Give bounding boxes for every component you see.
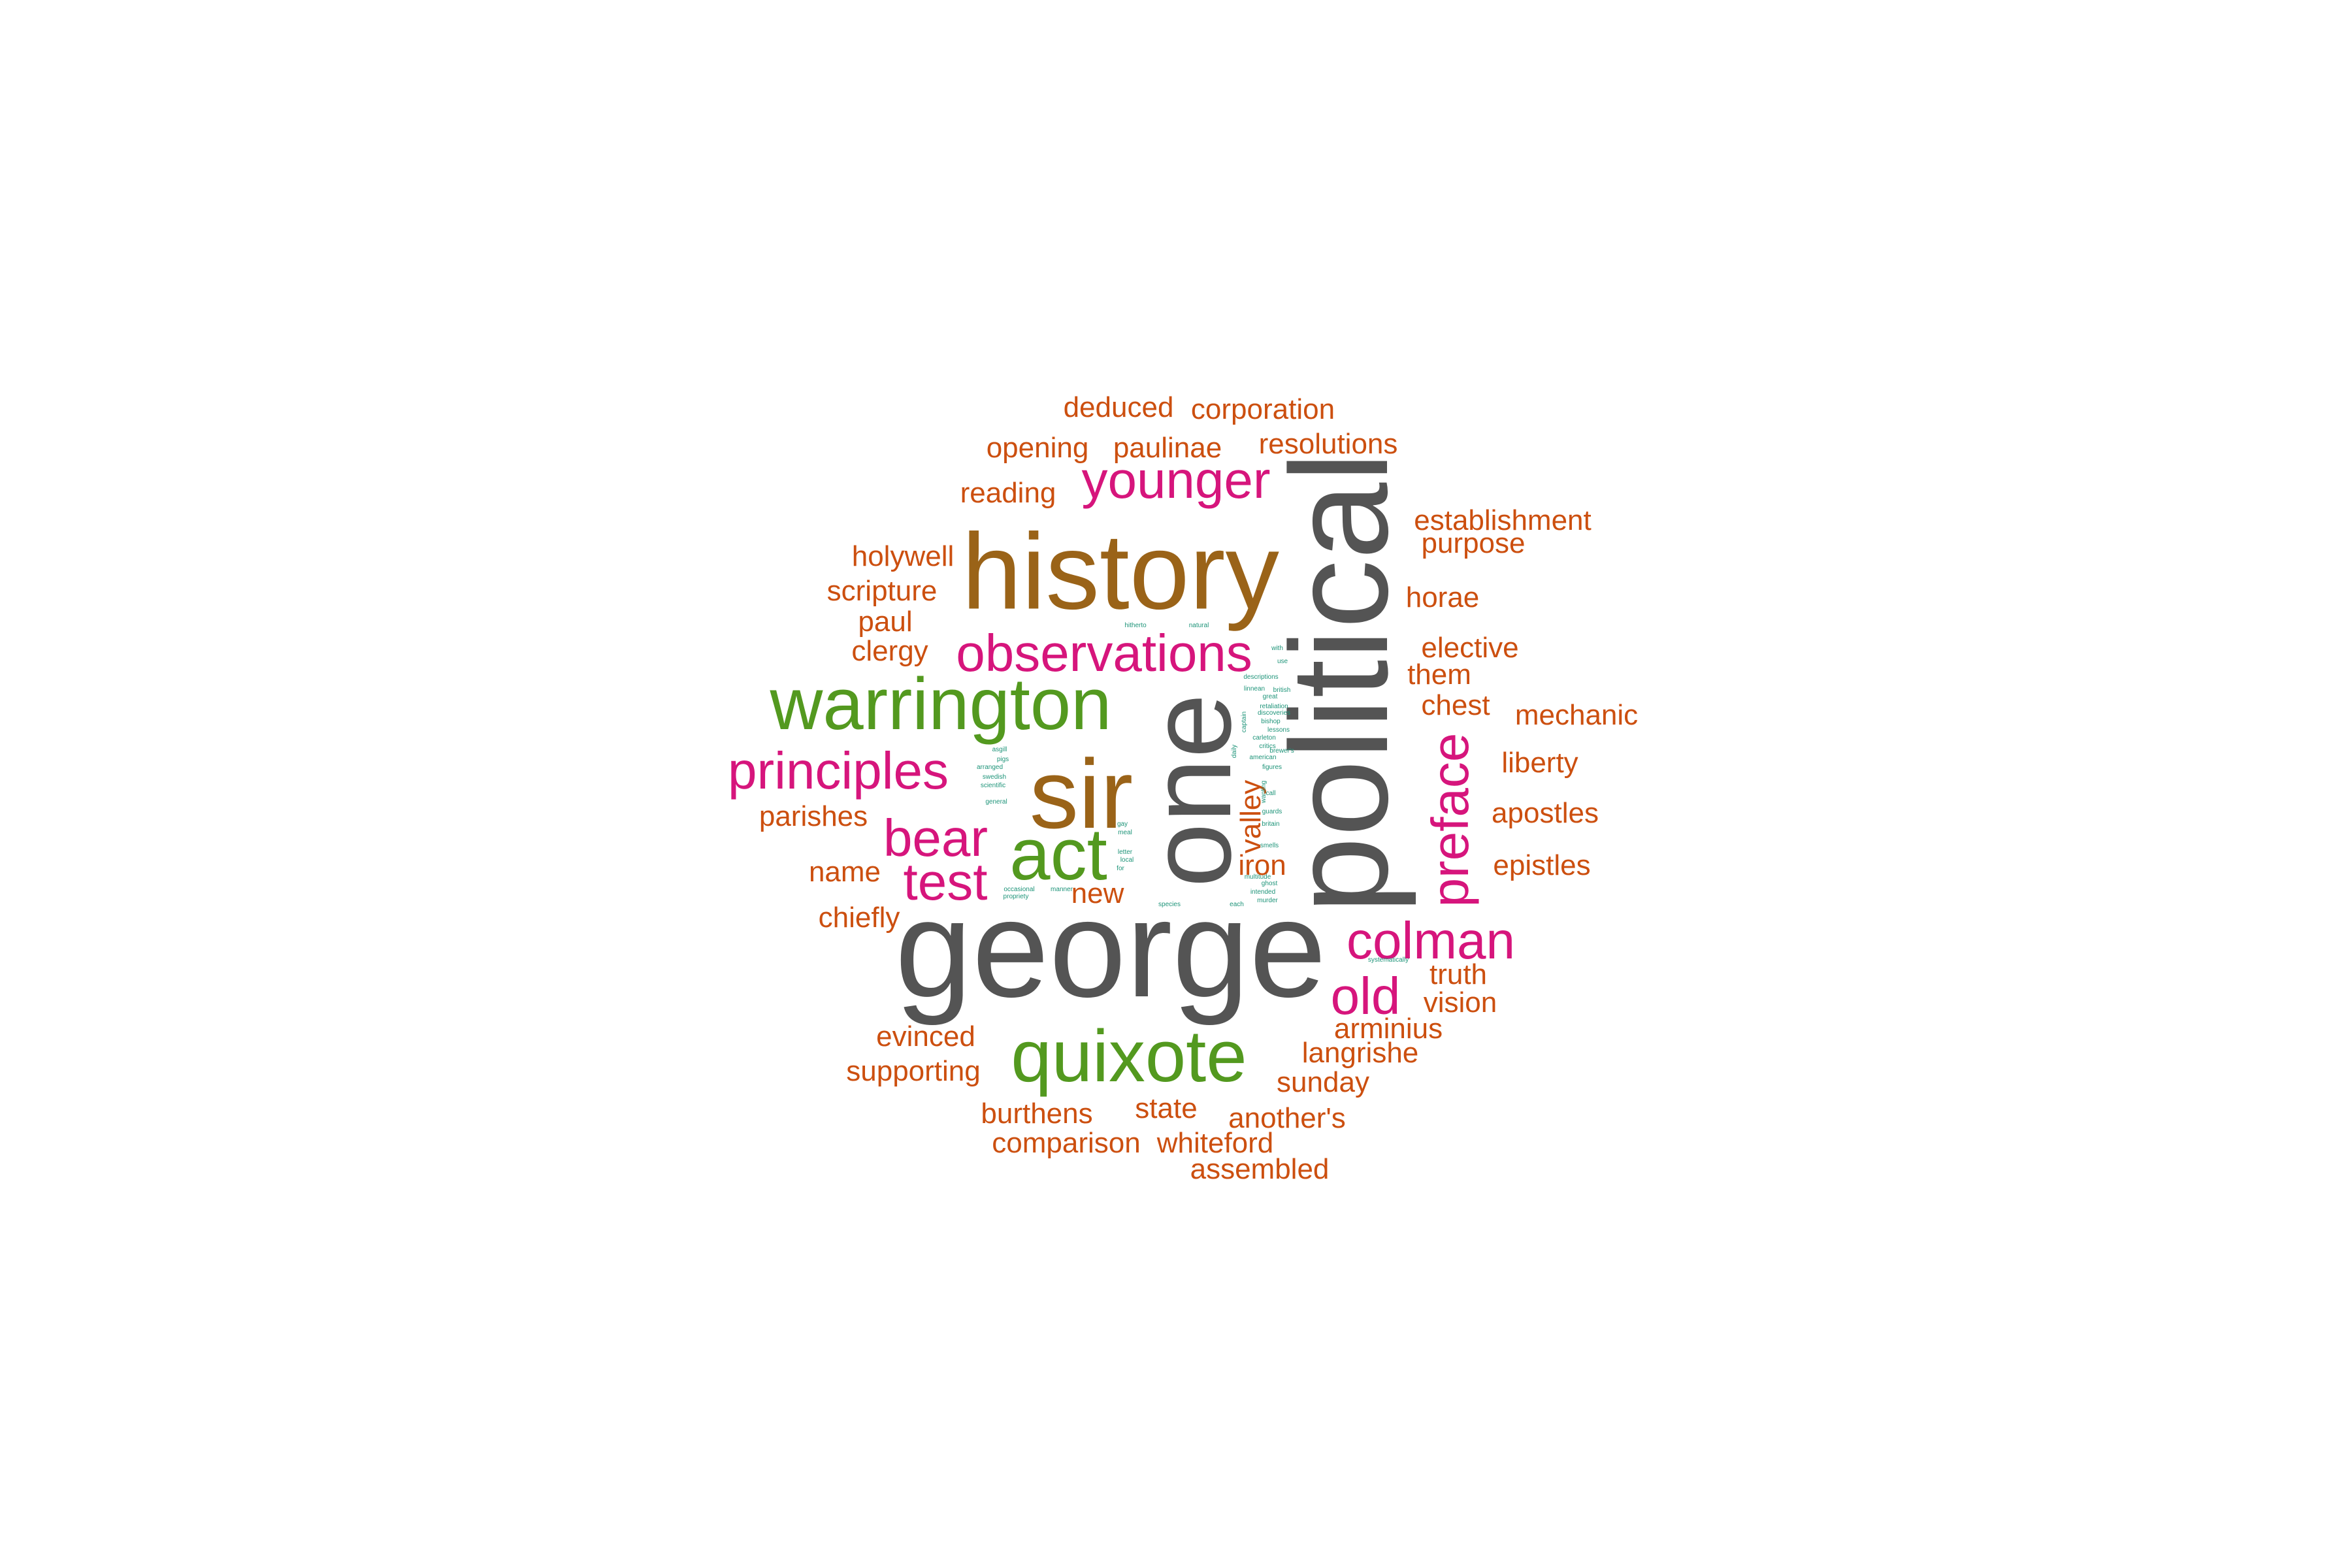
word-principles: principles [728,742,949,800]
word-great: great [1262,693,1278,700]
word-sunday: sunday [1277,1066,1369,1098]
word-american: american [1249,754,1277,761]
word-parishes: parishes [759,800,868,832]
word-call: call [1266,790,1276,797]
word-manner: manner [1051,886,1073,893]
word-bear: bear [883,809,988,867]
word-scientific: scientific [980,782,1006,789]
word-carleton: carleton [1252,734,1276,742]
word-burthens: burthens [981,1098,1093,1130]
word-letter: letter [1117,849,1133,856]
word-smells: smells [1260,842,1279,849]
word-retaliation: retaliation [1260,703,1288,710]
word-lessons: lessons [1267,727,1290,734]
word-occasional: occasional [1004,886,1035,893]
word-reading: reading [960,477,1056,509]
word-clergy: clergy [851,635,928,667]
word-scripture: scripture [826,575,938,607]
word-whiteford: whiteford [1156,1127,1274,1159]
word-species: species [1158,901,1181,908]
word-arminius: arminius [1333,1013,1443,1045]
word-systematically: systematically [1367,956,1409,964]
word-truth: truth [1429,958,1488,990]
word-meal: meal [1118,829,1132,836]
word-murder: murder [1257,897,1278,904]
word-ghost: ghost [1261,880,1278,887]
word-holywell: holywell [851,540,955,572]
word-epistles: epistles [1493,849,1591,881]
word-opening: opening [986,432,1089,464]
word-guards: guards [1262,808,1282,815]
word-history: history [962,511,1279,632]
word-britain: britain [1262,821,1280,828]
word-new: new [1071,877,1124,909]
word-figures: figures [1262,764,1282,771]
word-name: name [808,856,881,888]
word-political: political [1262,451,1416,914]
word-paulinae: paulinae [1113,432,1222,464]
word-them: them [1407,659,1471,691]
word-corporation: corporation [1190,393,1335,425]
word-evinced: evinced [876,1021,975,1053]
word-george: george [894,871,1327,1026]
word-one: one [1125,693,1255,888]
word-each: each [1230,901,1244,908]
word-use: use [1277,658,1288,665]
word-iron: iron [1238,849,1286,881]
word-daily: daily [1231,744,1238,759]
word-linnean: linnean [1243,685,1266,693]
word-descriptions: descriptions [1243,674,1279,681]
word-test: test [903,853,988,911]
word-general: general [985,798,1007,806]
word-deduced: deduced [1063,391,1174,423]
word-old: old [1330,967,1401,1025]
word-liberty: liberty [1501,747,1578,779]
word-gay: gay [1117,821,1128,828]
word-bishop: bishop [1261,718,1281,725]
word-assembled: assembled [1190,1153,1330,1185]
word-quixote: quixote [1011,1015,1247,1097]
word-for: for [1117,865,1124,872]
word-with: with [1271,645,1283,652]
word-captain: captain [1241,711,1248,733]
word-comparison: comparison [992,1127,1141,1159]
word-observations: observations [956,624,1252,682]
word-chest: chest [1421,689,1490,721]
word-colman: colman [1347,911,1515,970]
word-swedish: swedish [982,774,1007,781]
word-apostles: apostles [1492,797,1599,829]
word-elective: elective [1421,632,1519,664]
word-british: british [1273,687,1291,694]
word-vision: vision [1423,987,1497,1019]
word-natural: natural [1188,622,1209,629]
word-supporting: supporting [846,1055,981,1087]
word-pigs: pigs [996,756,1009,763]
word-purpose: purpose [1421,527,1526,559]
word-local: local [1120,857,1134,864]
word-warrington: warrington [770,663,1112,745]
word-mechanic: mechanic [1514,699,1639,731]
word-younger: younger [1081,451,1271,509]
word-brewers: brewer's [1269,747,1294,755]
word-act: act [1009,813,1107,895]
word-resolutions: resolutions [1258,428,1398,460]
word-state: state [1135,1092,1198,1124]
word-establishment: establishment [1414,504,1592,536]
word-anothers: another's [1228,1102,1346,1134]
word-asgill: asgill [992,746,1007,753]
word-intended: intended [1250,889,1276,896]
word-hitherto: hitherto [1124,622,1147,629]
word-horae: horae [1405,581,1480,613]
word-langrishe: langrishe [1301,1037,1419,1069]
word-propriety: propriety [1003,893,1029,900]
word-paul: paul [858,606,913,638]
word-discoveries: discoveries [1257,710,1291,717]
word-multitude: multitude [1244,874,1271,881]
word-critics: critics [1259,743,1276,750]
word-preface: preface [1421,732,1479,907]
word-arranged: arranged [976,764,1004,771]
word-sir: sir [1029,739,1134,849]
word-chiefly: chiefly [818,902,900,934]
